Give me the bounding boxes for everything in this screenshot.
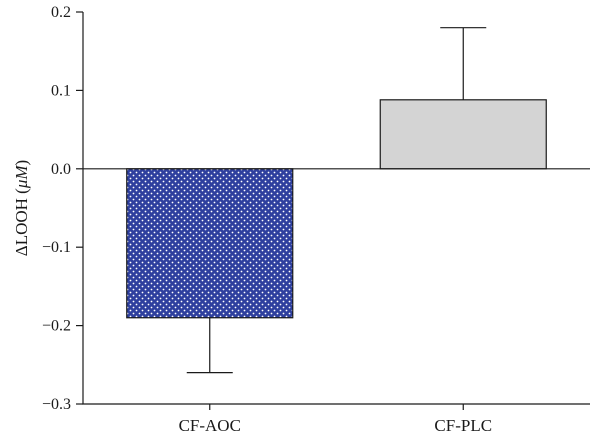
error-bars <box>186 27 487 374</box>
y-axis-label-unit: μM <box>12 165 31 190</box>
x-tick-label: CF-PLC <box>434 416 492 435</box>
bars <box>126 99 547 319</box>
x-tick-labels: CF-AOC CF-PLC <box>179 404 492 435</box>
y-tick-label: −0.3 <box>42 396 71 413</box>
bar-cf-plc <box>379 99 547 170</box>
y-tick-label: 0.1 <box>51 82 71 99</box>
y-axis-label: ΔLOOH (μM) <box>12 160 31 256</box>
axes-frame <box>82 12 590 405</box>
x-tick-label: CF-AOC <box>179 416 241 435</box>
y-ticks: −0.3 −0.2 −0.1 0.0 0.1 0.2 <box>42 4 83 413</box>
y-tick-label: 0.2 <box>51 4 71 21</box>
y-tick-label: 0.0 <box>51 161 71 178</box>
bar-cf-aoc <box>126 168 294 319</box>
y-axis-label-prefix: ΔLOOH ( <box>12 188 31 256</box>
y-tick-label: −0.2 <box>42 318 71 335</box>
y-tick-label: −0.1 <box>42 239 71 256</box>
y-axis-label-suffix: ) <box>12 160 31 166</box>
